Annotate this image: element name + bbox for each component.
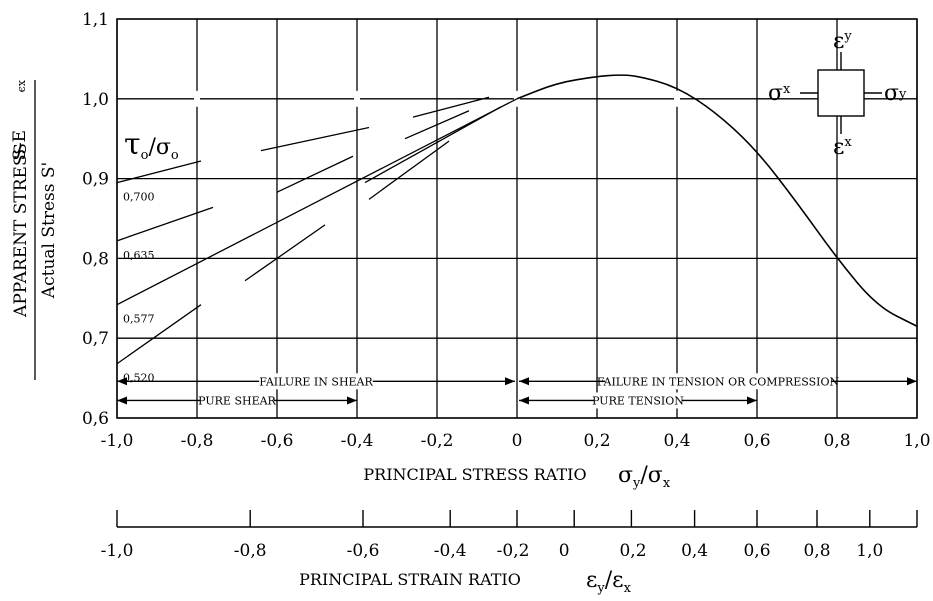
shear-line-label: 0,577 — [123, 313, 155, 326]
shear-line — [116, 98, 518, 306]
y-tick-label: 0,8 — [82, 249, 109, 269]
x-tick-label: -0,4 — [341, 431, 374, 451]
region-pure-shear-arrow-left — [117, 396, 127, 405]
shear-line — [116, 304, 202, 365]
region-failure-tension: FAILURE IN TENSION OR COMPRESSION — [519, 373, 917, 390]
region-failure-shear-arrow-left — [117, 377, 127, 386]
strain-tick-label: -1,0 — [101, 541, 134, 561]
x-tick-label: -0,2 — [421, 431, 454, 451]
inset-label-bottom: εx — [833, 135, 852, 160]
shear-line — [368, 140, 450, 200]
inset-label-right: σy — [884, 81, 907, 106]
shear-line — [412, 96, 490, 118]
strain-axis-symbol: εy/εx — [586, 568, 632, 596]
strain-tick-label: 0,2 — [619, 541, 646, 561]
grid-gap — [354, 90, 360, 107]
region-pure-tension-arrow-left — [519, 396, 529, 405]
labels: 0,6 0,7 0,8 0,9 1,0 1,1 -1,0 -0,8 -0,6 -0,4 -0,2 0 0… — [10, 10, 931, 491]
region-pure-shear-arrow-right — [347, 396, 357, 405]
strain-tick-label: 0 — [559, 541, 570, 561]
y-tick-label: 0,9 — [82, 170, 109, 190]
x-axis-title: PRINCIPAL STRESS RATIO — [363, 465, 586, 484]
inset-element-diagram: εy εx σx σy — [768, 29, 907, 160]
region-failure-tension-arrow-right — [907, 377, 917, 386]
region-pure-tension-label: PURE TENSION — [592, 394, 684, 407]
region-pure-shear-label: PURE SHEAR — [198, 394, 276, 407]
tau-ratio-label: τo/σo — [124, 127, 179, 163]
shear-line — [260, 126, 370, 152]
region-failure-tension-label: FAILURE IN TENSION OR COMPRESSION — [597, 375, 840, 388]
region-failure-tension-arrow-left — [519, 377, 529, 386]
region-failure-shear-label: FAILURE IN SHEAR — [259, 375, 373, 388]
strain-tick-label: 1,0 — [856, 541, 883, 561]
y-axis-title-top: APPARENT STRESS — [11, 143, 31, 318]
region-pure-tension-label-bg — [594, 392, 682, 409]
shear-line — [404, 110, 470, 140]
grid — [116, 18, 918, 419]
strain-tick-label: 0,8 — [803, 541, 830, 561]
region-pure-shear: PURE SHEAR — [117, 392, 357, 409]
curves — [116, 74, 918, 365]
shear-line-label: 0,700 — [123, 191, 155, 204]
x-tick-label: 0 — [512, 431, 523, 451]
region-failure-shear-label-bg — [259, 373, 373, 390]
x-tick-label: -1,0 — [101, 431, 134, 451]
shear-line — [244, 224, 326, 282]
shear-line — [276, 155, 354, 193]
strain-tick-label: 0,4 — [681, 541, 708, 561]
main-curve — [516, 74, 918, 327]
plot-frame — [116, 18, 918, 419]
grid-gap — [674, 90, 680, 107]
shear-line-label: 0,635 — [123, 249, 155, 262]
strain-tick-label: -0,8 — [234, 541, 267, 561]
x-tick-label: 0,8 — [823, 431, 850, 451]
plot-frame-rect — [116, 18, 918, 419]
region-pure-tension-arrow-right — [747, 396, 757, 405]
x-tick-label: -0,6 — [261, 431, 294, 451]
inset-label-left: σx — [768, 81, 791, 106]
y-axis-title: APPARENT STRESS Actual Stress S' S-E ϵx — [10, 79, 59, 380]
shear-line — [364, 106, 502, 184]
strain-tick-label: -0,4 — [434, 541, 467, 561]
strain-axis: -1,0 -0,8 -0,6 -0,4 -0,2 0 0,2 0,4 0,6 0,8 1,0 PRIN… — [101, 510, 918, 596]
region-pure-tension: PURE TENSION — [519, 392, 757, 409]
y-tick-label: 0,6 — [82, 409, 109, 429]
region-failure-shear-arrow-right — [505, 377, 515, 386]
x-tick-label: -0,8 — [181, 431, 214, 451]
y-tick-label: 1,1 — [82, 10, 109, 30]
strain-axis-title: PRINCIPAL STRAIN RATIO — [299, 570, 521, 589]
x-tick-label: 0,4 — [663, 431, 690, 451]
region-pure-shear-label-bg — [200, 392, 274, 409]
strain-tick-label: -0,6 — [347, 541, 380, 561]
y-tick-label: 0,7 — [82, 329, 109, 349]
y-axis-fraction-numerator: S-E — [10, 130, 30, 160]
shear-line — [116, 206, 214, 242]
shear-line — [116, 160, 202, 184]
y-axis-epsilon: ϵx — [15, 79, 28, 92]
x-tick-label: 0,6 — [743, 431, 770, 451]
region-failure-tension-label-bg — [605, 373, 831, 390]
inset-label-top: εy — [833, 29, 852, 54]
x-tick-label: 0,2 — [583, 431, 610, 451]
y-tick-label: 1,0 — [82, 90, 109, 110]
x-axis-symbol: σy/σx — [618, 463, 671, 491]
shear-line-label: 0,520 — [123, 372, 155, 385]
strain-tick-label: 0,6 — [743, 541, 770, 561]
grid-gap — [194, 90, 200, 107]
region-failure-shear: FAILURE IN SHEAR — [117, 373, 515, 390]
y-axis-title-bottom: Actual Stress S' — [39, 162, 59, 299]
strain-tick-label: -0,2 — [497, 541, 530, 561]
x-tick-label: 1,0 — [903, 431, 930, 451]
inset-square — [817, 69, 865, 117]
